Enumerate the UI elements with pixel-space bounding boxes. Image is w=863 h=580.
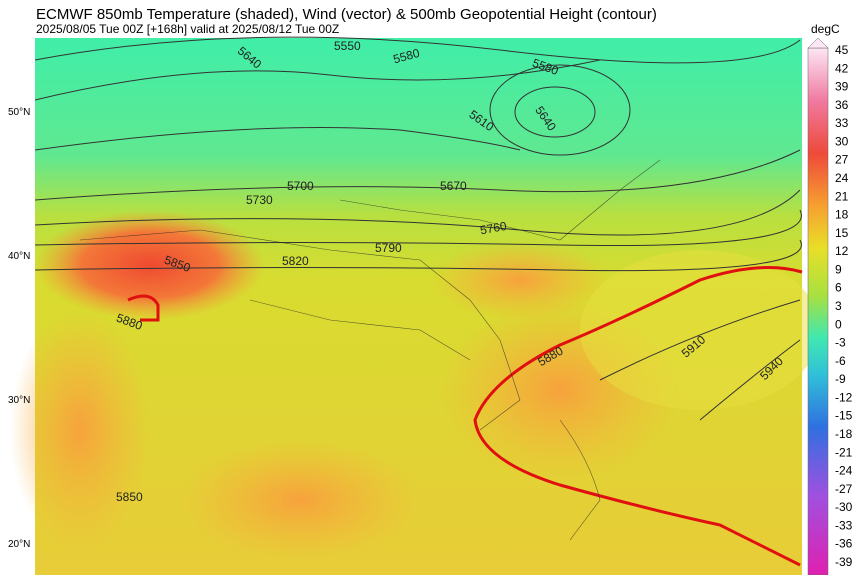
colorbar: degC 4542393633302724211815129630-3-6-9-… [807,22,853,576]
contour-label: 5820 [282,254,309,268]
lat-label: 40°N [8,251,30,262]
colorbar-label: -39 [835,555,853,569]
colorbar-unit: degC [811,22,840,36]
colorbar-label: 24 [835,171,849,185]
colorbar-label: -24 [835,464,853,478]
colorbar-label: 21 [835,189,849,203]
colorbar-label: 6 [835,281,842,295]
contour-label: 5670 [440,179,467,193]
contour-label: 5580 [392,46,422,67]
colorbar-label: -27 [835,482,853,496]
lat-label: 20°N [8,539,30,550]
colorbar-label: 45 [835,43,849,57]
colorbar-label: -18 [835,427,853,441]
colorbar-label: -36 [835,537,853,551]
colorbar-label: -3 [835,336,846,350]
colorbar-label: -30 [835,500,853,514]
colorbar-label: -6 [835,354,846,368]
colorbar-label: 0 [835,317,842,331]
colorbar-label: 33 [835,116,849,130]
lat-label: 30°N [8,395,30,406]
colorbar-label: 27 [835,153,849,167]
contour-label: 5850 [116,490,143,504]
colorbar-label: 15 [835,226,849,240]
colorbar-label: 36 [835,98,849,112]
lat-label: 50°N [8,107,30,118]
subtitle: 2025/08/05 Tue 00Z [+168h] valid at 2025… [36,22,339,36]
colorbar-label: 42 [835,61,849,75]
contour-label: 5700 [287,179,314,193]
colorbar-label: -15 [835,409,853,423]
colorbar-label: 3 [835,299,842,313]
colorbar-label: 39 [835,80,849,94]
colorbar-label: -21 [835,445,853,459]
contour-label: 5550 [334,39,361,53]
contour-label: 5730 [246,193,273,207]
colorbar-label: -9 [835,372,846,386]
colorbar-label: 9 [835,262,842,276]
title: ECMWF 850mb Temperature (shaded), Wind (… [36,6,657,23]
colorbar-label: -12 [835,390,853,404]
colorbar-label: -33 [835,518,853,532]
colorbar-label: 12 [835,244,849,258]
colorbar-label: 18 [835,208,849,222]
colorbar-label: 30 [835,134,849,148]
contour-label: 5760 [479,219,508,237]
contour-label: 5790 [375,241,402,255]
